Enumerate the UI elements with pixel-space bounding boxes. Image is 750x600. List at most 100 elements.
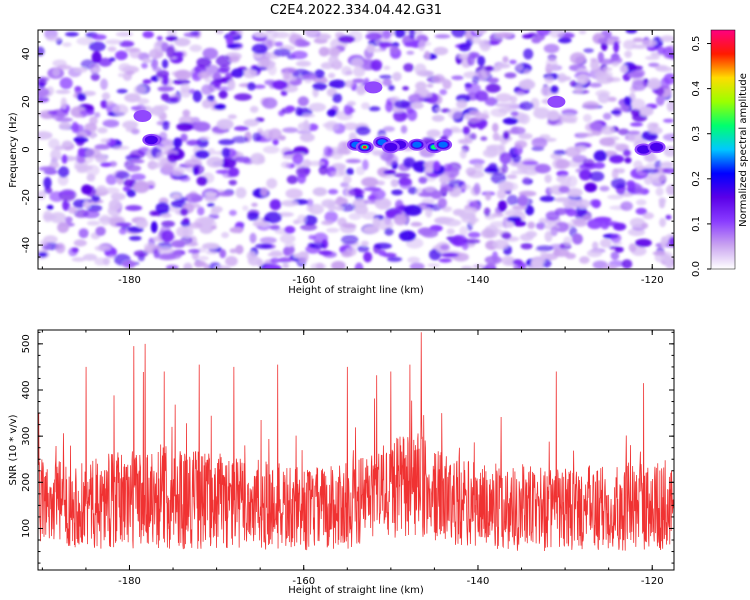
heatmap-cell (502, 56, 509, 63)
colorbar-label: Normalized spectral amplitude (738, 73, 749, 227)
heatmap-cell (382, 126, 395, 132)
heatmap-cell (52, 67, 60, 77)
heatmap-cell (46, 36, 62, 42)
heatmap-cell (424, 50, 431, 61)
heatmap-cell (91, 195, 101, 203)
heatmap-cell (525, 205, 535, 216)
heatmap-cell (328, 79, 346, 89)
heatmap-cell (227, 114, 237, 120)
heatmap-cell (115, 50, 128, 61)
y-tick-label: -40 (21, 237, 32, 253)
heatmap-cell (365, 32, 383, 41)
heatmap-cell (133, 181, 150, 194)
heatmap-cell (589, 171, 605, 182)
heatmap-cell (279, 234, 296, 244)
heatmap-cell (546, 120, 564, 126)
heatmap-cell (424, 167, 434, 174)
heatmap-cell (606, 77, 621, 83)
heatmap-cell (190, 203, 201, 209)
heatmap-cell (303, 30, 320, 36)
y-tick-label: 200 (21, 473, 32, 492)
heatmap-cell (201, 99, 212, 109)
heatmap-cell (407, 186, 418, 195)
heatmap-cell (171, 166, 185, 177)
heatmap-cell (198, 71, 210, 79)
heatmap-cell (79, 109, 95, 116)
heatmap-cell (607, 194, 623, 200)
heatmap-cell (430, 190, 442, 200)
heatmap-cell (115, 31, 134, 37)
heatmap-cell (278, 257, 292, 263)
heatmap-hotspot (650, 142, 664, 152)
heatmap-cell (183, 32, 200, 38)
heatmap-cell (94, 112, 101, 118)
heatmap-cell (459, 149, 467, 159)
heatmap-cell (166, 264, 179, 269)
heatmap-cell (157, 104, 169, 112)
heatmap-cell (247, 82, 256, 91)
heatmap-cell (330, 170, 347, 177)
heatmap-cell (100, 78, 108, 90)
heatmap-cell (506, 174, 518, 179)
heatmap-cell (382, 78, 393, 87)
heatmap-cell (193, 121, 211, 132)
heatmap-cell (582, 158, 595, 168)
heatmap-cell (126, 70, 135, 76)
snr-series (38, 332, 674, 551)
heatmap-cell (495, 32, 513, 38)
heatmap-cell (601, 66, 613, 72)
heatmap-cell (324, 120, 339, 132)
heatmap-cell (361, 102, 370, 110)
heatmap-cell (642, 212, 654, 220)
heatmap-cell (468, 158, 485, 165)
heatmap-cell (297, 122, 311, 131)
heatmap-cell (451, 75, 464, 81)
heatmap-cell (337, 147, 352, 155)
heatmap-cell (434, 34, 451, 39)
heatmap-cell (77, 147, 86, 158)
heatmap-cell (610, 233, 622, 243)
heatmap-cell (171, 193, 182, 200)
heatmap-cell (625, 30, 638, 34)
heatmap-cell (126, 189, 136, 198)
heatmap-cell (502, 117, 519, 125)
heatmap-cell (557, 73, 567, 83)
heatmap-cell (610, 110, 622, 115)
x-tick-label: -140 (467, 576, 490, 587)
heatmap-cell (464, 83, 481, 94)
heatmap-cell (399, 230, 416, 242)
heatmap-cell (83, 200, 91, 209)
heatmap-cell (433, 74, 445, 84)
heatmap-cell (54, 145, 66, 151)
heatmap-cell (624, 157, 632, 164)
heatmap-cell (167, 153, 179, 163)
heatmap-cell (284, 225, 296, 234)
heatmap-cell (393, 172, 411, 178)
heatmap-cell (194, 150, 210, 159)
heatmap-cell (361, 177, 379, 187)
heatmap-cell (338, 35, 356, 44)
heatmap-cell (665, 214, 672, 220)
heatmap-cell (253, 84, 266, 89)
heatmap-cell (543, 43, 560, 54)
heatmap-cell (280, 90, 288, 96)
heatmap-cell (550, 226, 558, 237)
heatmap-cell (631, 98, 646, 110)
heatmap-cell (157, 247, 175, 255)
heatmap-cell (663, 145, 674, 157)
heatmap-cell (161, 162, 174, 175)
heatmap-cell (78, 228, 89, 239)
heatmap-cell (627, 71, 644, 79)
heatmap-cell (337, 196, 344, 202)
heatmap-cell (280, 161, 291, 169)
heatmap-cell (506, 194, 519, 206)
heatmap-cell (161, 213, 172, 218)
heatmap-cell (449, 126, 460, 132)
heatmap-cell (64, 216, 73, 223)
heatmap-cell (512, 259, 523, 266)
heatmap-cell (157, 86, 173, 92)
heatmap-cell (439, 89, 448, 96)
heatmap-cell (328, 72, 336, 79)
heatmap-cell (602, 112, 612, 120)
heatmap-cell (91, 67, 101, 73)
